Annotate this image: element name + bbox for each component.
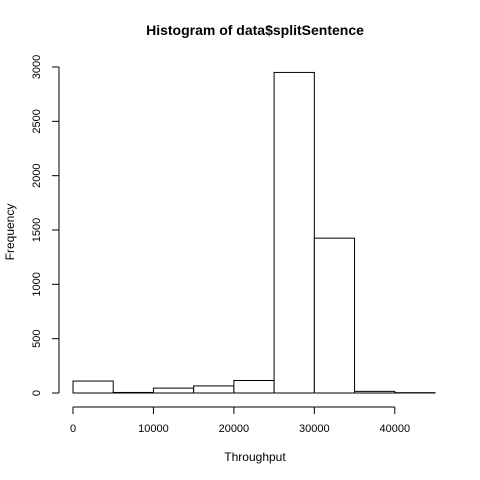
- histogram-bar: [152, 387, 195, 394]
- y-tick-label: 0: [31, 390, 43, 396]
- x-axis-label: Throughput: [224, 450, 286, 464]
- histogram-bar: [313, 237, 356, 394]
- y-tick-label: 1000: [31, 272, 43, 296]
- x-tick-label: 40000: [379, 423, 410, 435]
- histogram-bar: [193, 385, 235, 394]
- y-tick-label: 3000: [31, 55, 43, 79]
- histogram-bar: [354, 390, 396, 394]
- x-tick-label: 10000: [138, 423, 169, 435]
- y-tick-label: 500: [31, 329, 43, 347]
- y-tick-label: 2500: [31, 109, 43, 133]
- histogram-bar: [72, 380, 114, 394]
- x-axis: 0 10000 20000 30000 40000: [70, 406, 410, 435]
- x-tick-label: 20000: [219, 423, 250, 435]
- x-tick-label: 30000: [299, 423, 330, 435]
- histogram-bar: [273, 71, 315, 394]
- histogram-bar: [112, 391, 154, 394]
- y-tick-label: 1500: [31, 218, 43, 242]
- x-tick-label: 0: [70, 423, 76, 435]
- y-axis: 0 500 1000 1500 2000 2500 3000: [31, 55, 60, 396]
- bars-group: [72, 71, 436, 394]
- y-axis-label: Frequency: [3, 204, 17, 261]
- chart-title: Histogram of data$splitSentence: [146, 22, 364, 38]
- histogram-bar: [233, 380, 275, 394]
- y-tick-label: 2000: [31, 163, 43, 187]
